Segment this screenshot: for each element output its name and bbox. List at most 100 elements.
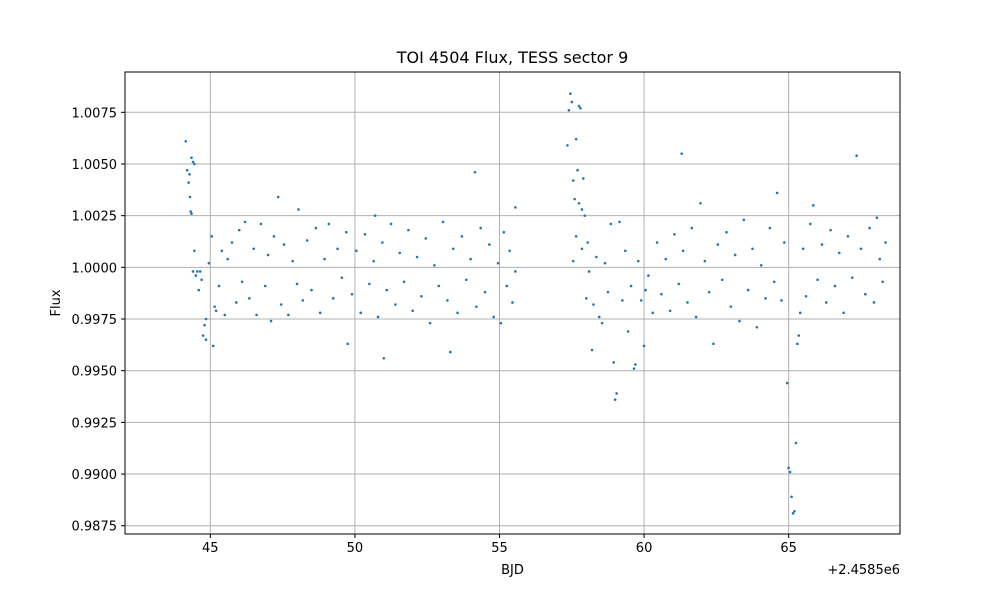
data-point [703,259,707,263]
data-point [690,226,694,230]
data-point [259,222,263,226]
x-tick-label: 55 [491,541,508,556]
data-point [574,235,578,238]
y-tick-label: 1.0050 [72,158,118,173]
data-point [213,305,216,308]
data-point [592,303,595,306]
data-point [738,319,741,323]
data-point [248,297,251,300]
data-point [712,342,715,346]
data-point [612,361,616,364]
data-point [217,284,221,288]
data-point [780,299,783,302]
data-point [220,249,224,253]
data-point [793,509,796,513]
data-point [824,301,828,304]
data-point [755,325,759,329]
data-point [240,280,244,284]
data-point [842,311,845,315]
data-point [577,201,581,205]
data-point [580,247,584,251]
data-point [725,230,728,234]
data-point [587,270,591,273]
data-point [188,173,191,176]
data-point [742,218,746,222]
data-point [768,226,772,230]
data-point [350,292,354,296]
data-point [456,311,459,315]
data-point [787,466,790,470]
data-point [420,294,423,298]
data-point [816,278,819,282]
data-point [184,139,188,143]
data-point [864,292,867,296]
data-point [788,470,792,474]
data-point [323,257,326,261]
data-point [791,512,795,515]
data-point [433,263,436,267]
data-point [846,235,850,238]
data-point [305,239,309,242]
data-point [514,206,517,209]
y-tick-label: 1.0075 [72,106,118,121]
data-point [301,299,305,302]
data-point [677,282,681,286]
data-point [804,294,808,298]
data-point [829,228,832,232]
data-point [875,216,879,220]
data-point [355,249,358,253]
x-tick-label: 45 [202,541,219,556]
data-point [437,284,441,288]
data-point [492,315,496,319]
y-tick-label: 0.9925 [72,416,118,431]
data-point [340,276,344,279]
data-point [295,282,299,286]
data-point [428,321,432,325]
data-point [606,290,610,294]
data-point [595,255,598,259]
data-point [266,253,270,257]
axis-ticks: 45 50 55 60 65 0.9875 0.9900 0.9925 0.9950 0.9975… [72,106,797,556]
data-point [764,297,767,300]
data-point [188,195,192,199]
data-point [407,228,410,232]
data-point [272,235,276,238]
data-point [479,226,482,230]
data-point [796,342,799,346]
data-point [618,220,621,224]
data-point [820,243,824,246]
data-point [801,247,805,251]
data-point [577,104,581,108]
data-point [475,305,478,308]
data-point [772,280,776,284]
data-point [382,357,386,360]
y-tick-label: 0.9975 [72,313,118,328]
x-tick-label: 65 [780,541,797,556]
data-point [759,263,763,267]
data-point [214,309,218,313]
y-tick-label: 0.9950 [72,365,118,380]
data-point [590,348,594,352]
data-point [441,220,445,224]
data-point [368,282,371,286]
data-point [488,243,491,246]
data-point [291,259,295,263]
data-point [790,495,793,499]
data-point [660,292,663,296]
data-point [194,274,198,277]
data-point [204,317,208,321]
data-point [502,230,506,234]
data-point [655,241,659,244]
data-point [833,284,837,288]
data-point [385,288,389,292]
data-point [615,392,618,395]
data-point [190,212,193,215]
data-point [597,315,601,319]
data-point [586,241,589,244]
data-point [223,313,227,317]
data-point [198,270,202,273]
data-point [583,214,587,217]
data-point [191,270,195,273]
data-point [570,100,574,104]
